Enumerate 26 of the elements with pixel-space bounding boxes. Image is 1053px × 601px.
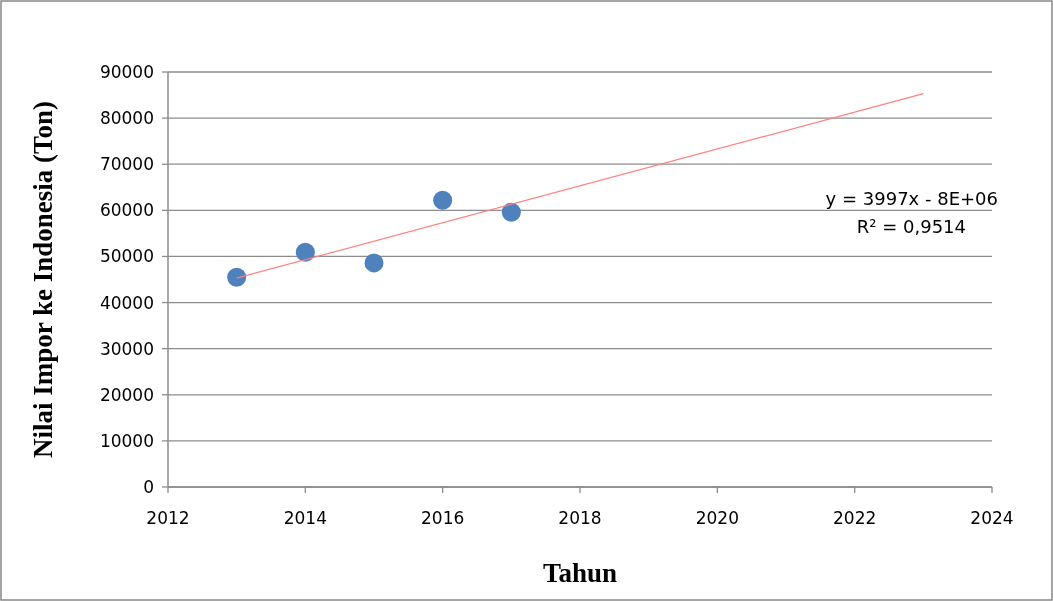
point (295, 242, 315, 262)
x-tick-label: 2012 (146, 508, 190, 528)
y-tick-label: 20000 (99, 384, 154, 405)
point (433, 190, 453, 210)
x-tick-label: 2020 (695, 508, 739, 528)
y-tick-label: 60000 (99, 200, 154, 221)
x-tick-label: 2016 (421, 508, 465, 528)
y-tick-label: 0 (143, 476, 154, 497)
y-tick-label: 70000 (99, 154, 154, 175)
point (364, 253, 384, 273)
y-tick-label: 10000 (99, 430, 154, 451)
y-tick-label: 50000 (99, 246, 154, 267)
x-tick-label: 2014 (283, 508, 327, 528)
y-axis-title: Nilai Impor ke Indonesia (Ton) (28, 100, 58, 459)
y-tick-label: 40000 (99, 292, 154, 313)
x-axis-title: Tahun (542, 558, 618, 588)
point (227, 267, 247, 287)
point (501, 202, 521, 222)
x-tick-label: 2018 (558, 508, 602, 528)
annotation: y = 3997x - 8E+06 (825, 188, 998, 209)
x-tick-label: 2022 (833, 508, 877, 528)
y-tick-label: 30000 (99, 338, 154, 359)
annotation: R² = 0,9514 (856, 216, 966, 237)
y-tick-label: 80000 (99, 108, 154, 129)
y-tick-label: 90000 (99, 61, 154, 82)
x-tick-label: 2024 (970, 508, 1014, 528)
